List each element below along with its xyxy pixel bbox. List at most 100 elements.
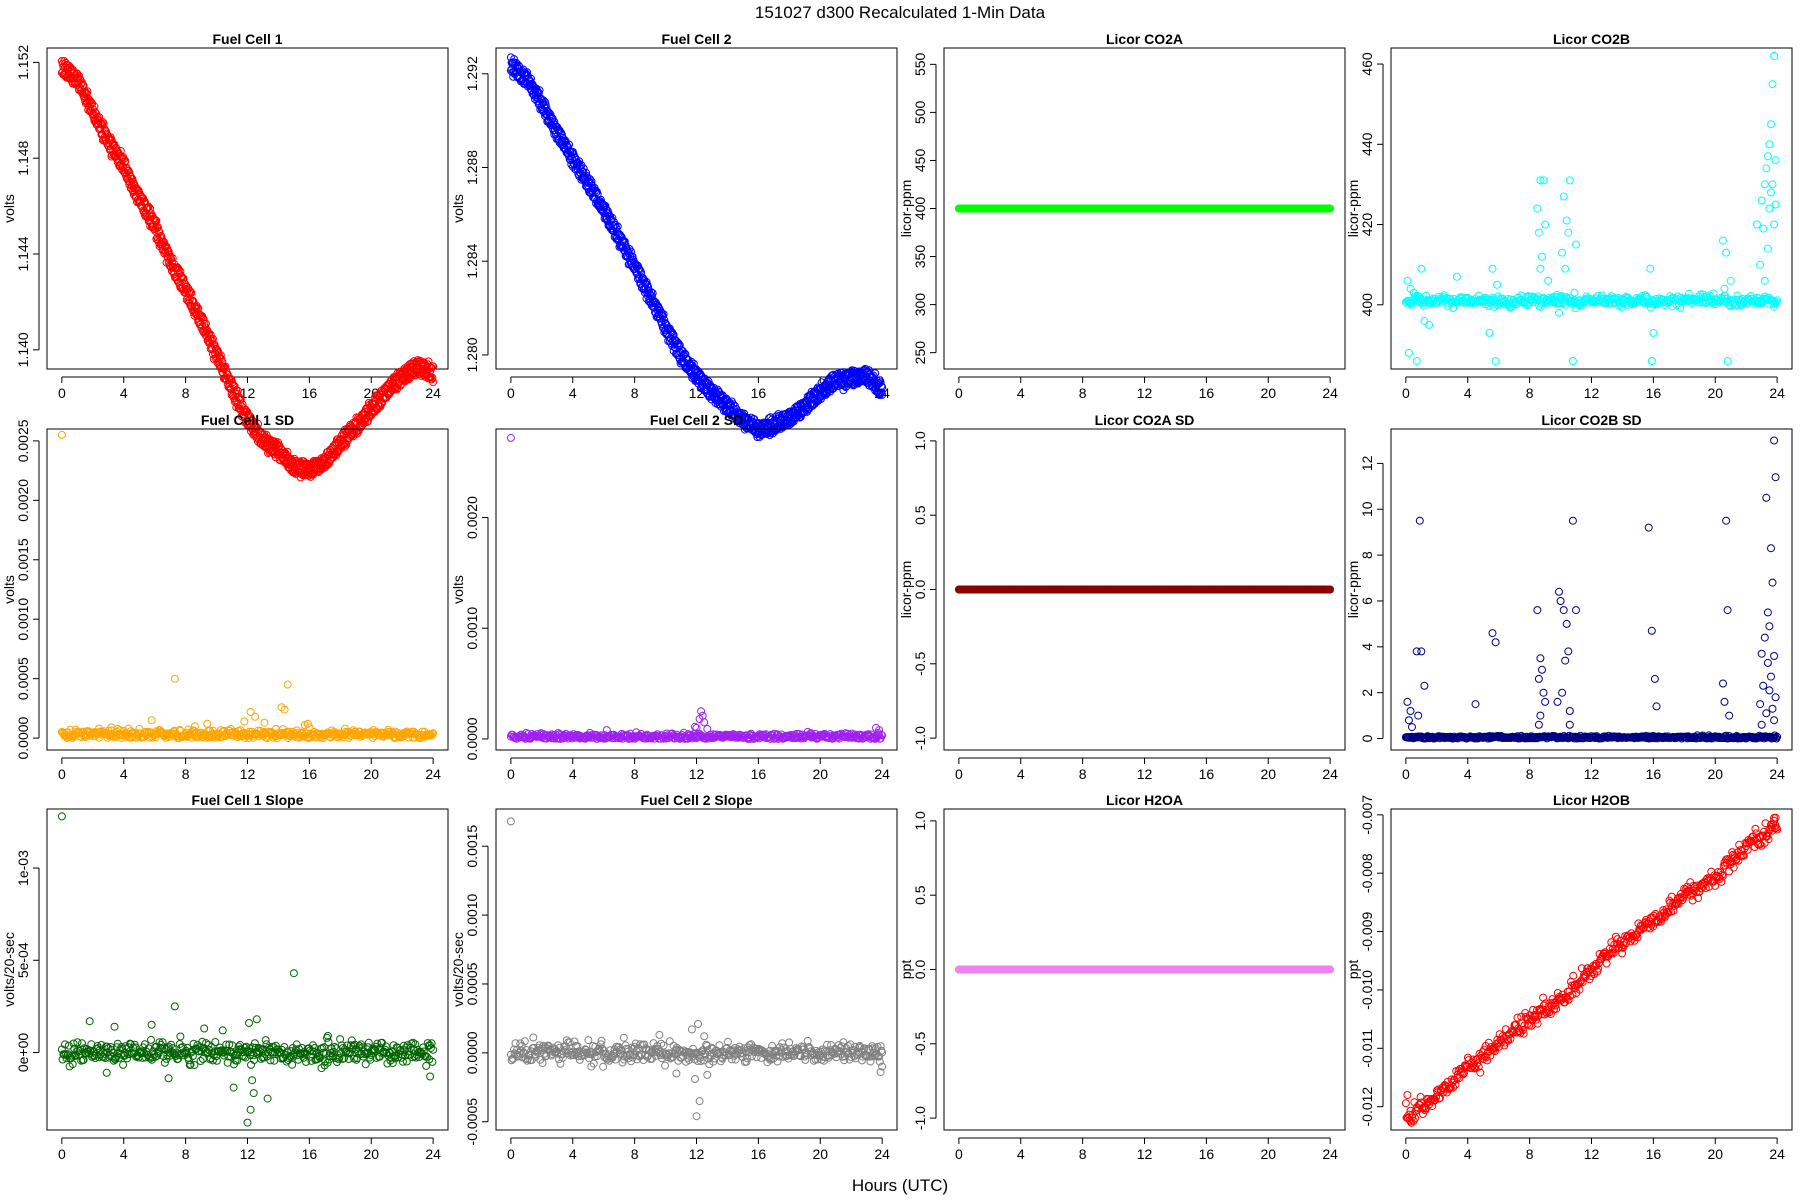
- outlier-point: [703, 725, 712, 733]
- y-tick-label: 1.148: [15, 140, 31, 175]
- x-tick-label: 16: [1646, 385, 1662, 401]
- data-point: [193, 305, 202, 313]
- panel-title: Fuel Cell 2: [661, 31, 731, 47]
- plot-frame: [1390, 47, 1793, 370]
- data-point: [339, 441, 348, 450]
- data-point: [539, 96, 548, 105]
- y-tick-label: 550: [912, 52, 928, 76]
- outlier-point: [260, 718, 269, 727]
- data-point: [429, 378, 438, 387]
- data-point: [194, 304, 203, 313]
- y-tick-label: 500: [912, 100, 928, 124]
- x-tick-label: 16: [302, 385, 318, 401]
- data-point: [187, 288, 196, 297]
- x-tick-label: 4: [1017, 766, 1025, 782]
- x-tick-label: 4: [1464, 385, 1472, 401]
- outlier-point: [251, 712, 260, 721]
- data-point: [428, 373, 437, 382]
- outlier-point: [1646, 264, 1655, 273]
- y-axis-label: licor-ppm: [1345, 561, 1361, 619]
- outlier-point: [1488, 264, 1497, 273]
- x-tick-label: 4: [569, 385, 577, 401]
- x-tick-label: 8: [182, 766, 190, 782]
- data-point: [627, 247, 635, 256]
- x-tick-label: 12: [1137, 766, 1153, 782]
- outlier-point: [1558, 248, 1567, 257]
- data-point: [333, 448, 342, 457]
- x-tick-label: 12: [1584, 766, 1600, 782]
- data-points: [954, 585, 1335, 594]
- x-tick-label: 12: [240, 766, 256, 782]
- data-point: [217, 363, 226, 372]
- outlier-point: [1760, 276, 1769, 285]
- data-point: [527, 74, 535, 83]
- y-tick-label: 1.284: [464, 243, 480, 278]
- plot-frame: [46, 47, 449, 370]
- x-tick-label: 24: [1322, 766, 1338, 782]
- y-tick-label: 0.0000: [464, 717, 480, 760]
- x-tick-label: 20: [1260, 766, 1276, 782]
- panel-title: Licor CO2B: [1553, 31, 1630, 47]
- outlier-point: [57, 430, 66, 439]
- y-tick-label: 350: [912, 245, 928, 269]
- y-tick-label: 420: [1359, 213, 1375, 237]
- figure-title: 151027 d300 Recalculated 1-Min Data: [755, 3, 1046, 22]
- outlier-point: [1762, 164, 1771, 173]
- x-tick-label: 12: [1137, 385, 1153, 401]
- y-tick-label: 1.140: [15, 332, 31, 367]
- data-point: [668, 328, 677, 337]
- data-point: [192, 302, 201, 310]
- outlier-point: [1536, 264, 1545, 273]
- y-tick-label: 1.0: [912, 431, 928, 451]
- outlier-point: [1404, 348, 1413, 357]
- outlier-point: [1534, 228, 1543, 237]
- y-tick-label: 400: [912, 197, 928, 221]
- data-point: [542, 103, 551, 112]
- outlier-point: [1403, 276, 1412, 285]
- y-tick-label: 1.292: [464, 56, 480, 91]
- outlier-point: [506, 433, 515, 442]
- y-axis-label: volts: [450, 194, 466, 223]
- y-tick-label: 12: [1359, 455, 1375, 471]
- data-point: [224, 383, 233, 391]
- x-tick-label: 20: [1707, 385, 1723, 401]
- data-point: [151, 216, 160, 225]
- data-points: [506, 433, 887, 743]
- outlier-point: [1562, 216, 1571, 225]
- outlier-point: [1770, 220, 1779, 229]
- outlier-point: [1555, 308, 1563, 317]
- x-tick-label: 24: [1769, 766, 1785, 782]
- plot-frame: [1390, 428, 1793, 751]
- y-tick-label: 4: [1359, 643, 1375, 651]
- data-points: [954, 204, 1335, 213]
- outlier-point: [1763, 152, 1772, 161]
- data-point: [164, 248, 173, 256]
- data-point: [161, 248, 170, 257]
- data-point: [73, 69, 82, 78]
- x-tick-label: 4: [1017, 385, 1025, 401]
- y-tick-label: 0.0005: [15, 657, 31, 700]
- outlier-point: [1771, 156, 1780, 165]
- data-point: [88, 99, 97, 108]
- data-point: [674, 339, 683, 348]
- outlier-point: [1559, 192, 1568, 201]
- outlier-point: [190, 722, 199, 731]
- y-tick-label: 0.0000: [15, 716, 31, 759]
- x-tick-label: 8: [1079, 766, 1087, 782]
- outlier-point: [1568, 357, 1577, 365]
- data-point: [199, 315, 208, 324]
- x-tick-label: 0: [58, 766, 66, 782]
- data-point: [226, 374, 235, 383]
- data-point: [221, 362, 230, 371]
- data-point: [121, 157, 130, 166]
- outlier-point: [1765, 204, 1774, 213]
- outlier-point: [1425, 320, 1434, 329]
- outlier-point: [1572, 240, 1580, 249]
- outlier-point: [1493, 280, 1502, 289]
- outlier-point: [1561, 264, 1570, 273]
- outlier-point: [1491, 357, 1500, 365]
- outlier-point: [1723, 357, 1732, 365]
